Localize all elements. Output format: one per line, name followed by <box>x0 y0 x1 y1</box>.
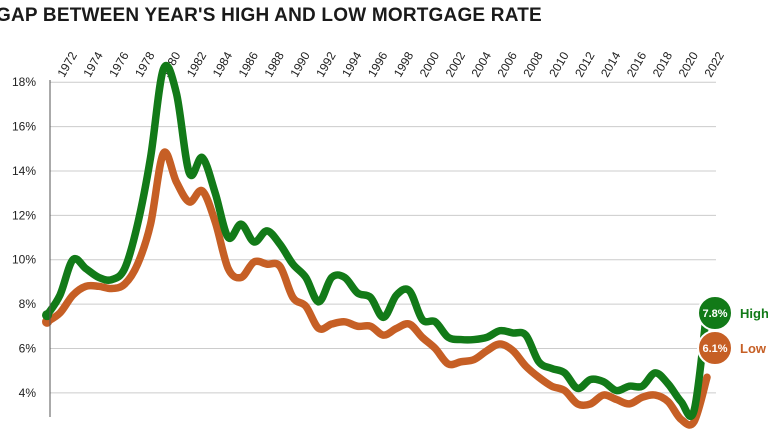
x-tick-label: 1978 <box>132 49 158 79</box>
y-tick-label: 14% <box>12 164 36 178</box>
x-tick-label: 2016 <box>624 49 650 79</box>
y-tick-label: 6% <box>19 341 37 355</box>
x-tick-label: 1986 <box>236 49 262 79</box>
x-tick-label: 1992 <box>313 49 339 79</box>
x-tick-label: 1988 <box>261 49 287 79</box>
y-tick-label: 8% <box>19 297 37 311</box>
series-line-high <box>43 61 711 421</box>
y-tick-label: 16% <box>12 120 36 134</box>
y-tick-label: 12% <box>12 208 36 222</box>
chart-title: GAP BETWEEN YEAR'S HIGH AND LOW MORTGAGE… <box>0 5 542 26</box>
x-tick-label: 2006 <box>494 49 520 79</box>
x-tick-label: 2014 <box>598 49 624 79</box>
x-tick-label: 2002 <box>443 49 469 79</box>
end-value-label: 7.8% <box>702 308 727 320</box>
x-tick-label: 1982 <box>184 49 210 79</box>
series-line-low <box>43 148 711 429</box>
x-tick-label: 2000 <box>417 49 443 79</box>
series-lines <box>42 61 711 429</box>
x-tick-label: 1974 <box>80 49 106 79</box>
end-value-label: 6.1% <box>702 343 727 355</box>
y-axis-ticks: 4% 6% 8% 10% 12% 14% 16% 18% <box>12 75 36 400</box>
y-tick-label: 4% <box>19 386 37 400</box>
x-tick-label: 2004 <box>469 49 495 79</box>
x-tick-label: 2020 <box>676 49 702 79</box>
end-badge-low <box>697 330 733 366</box>
y-tick-label: 10% <box>12 253 36 267</box>
series-name-label: Low <box>740 341 767 356</box>
x-tick-label: 1994 <box>339 49 365 79</box>
x-tick-label: 1976 <box>106 49 132 79</box>
x-tick-label: 2010 <box>546 49 572 79</box>
series-end-labels: 7.8% High 6.1% Low <box>697 295 768 366</box>
x-tick-label: 2018 <box>650 49 676 79</box>
x-tick-label: 1996 <box>365 49 391 79</box>
x-tick-label: 1998 <box>391 49 417 79</box>
y-tick-label: 18% <box>12 75 36 89</box>
series-name-label: High <box>740 306 768 321</box>
x-tick-label: 2008 <box>520 49 546 79</box>
x-tick-label: 2012 <box>572 49 598 79</box>
x-axis-ticks: 1972 1974 1976 1978 1980 1982 1984 1986 1988 1990… <box>54 49 727 79</box>
x-tick-label: 1990 <box>287 49 313 79</box>
x-tick-label: 2022 <box>701 49 727 79</box>
x-tick-label: 1972 <box>54 49 80 79</box>
x-tick-label: 1984 <box>210 49 236 79</box>
